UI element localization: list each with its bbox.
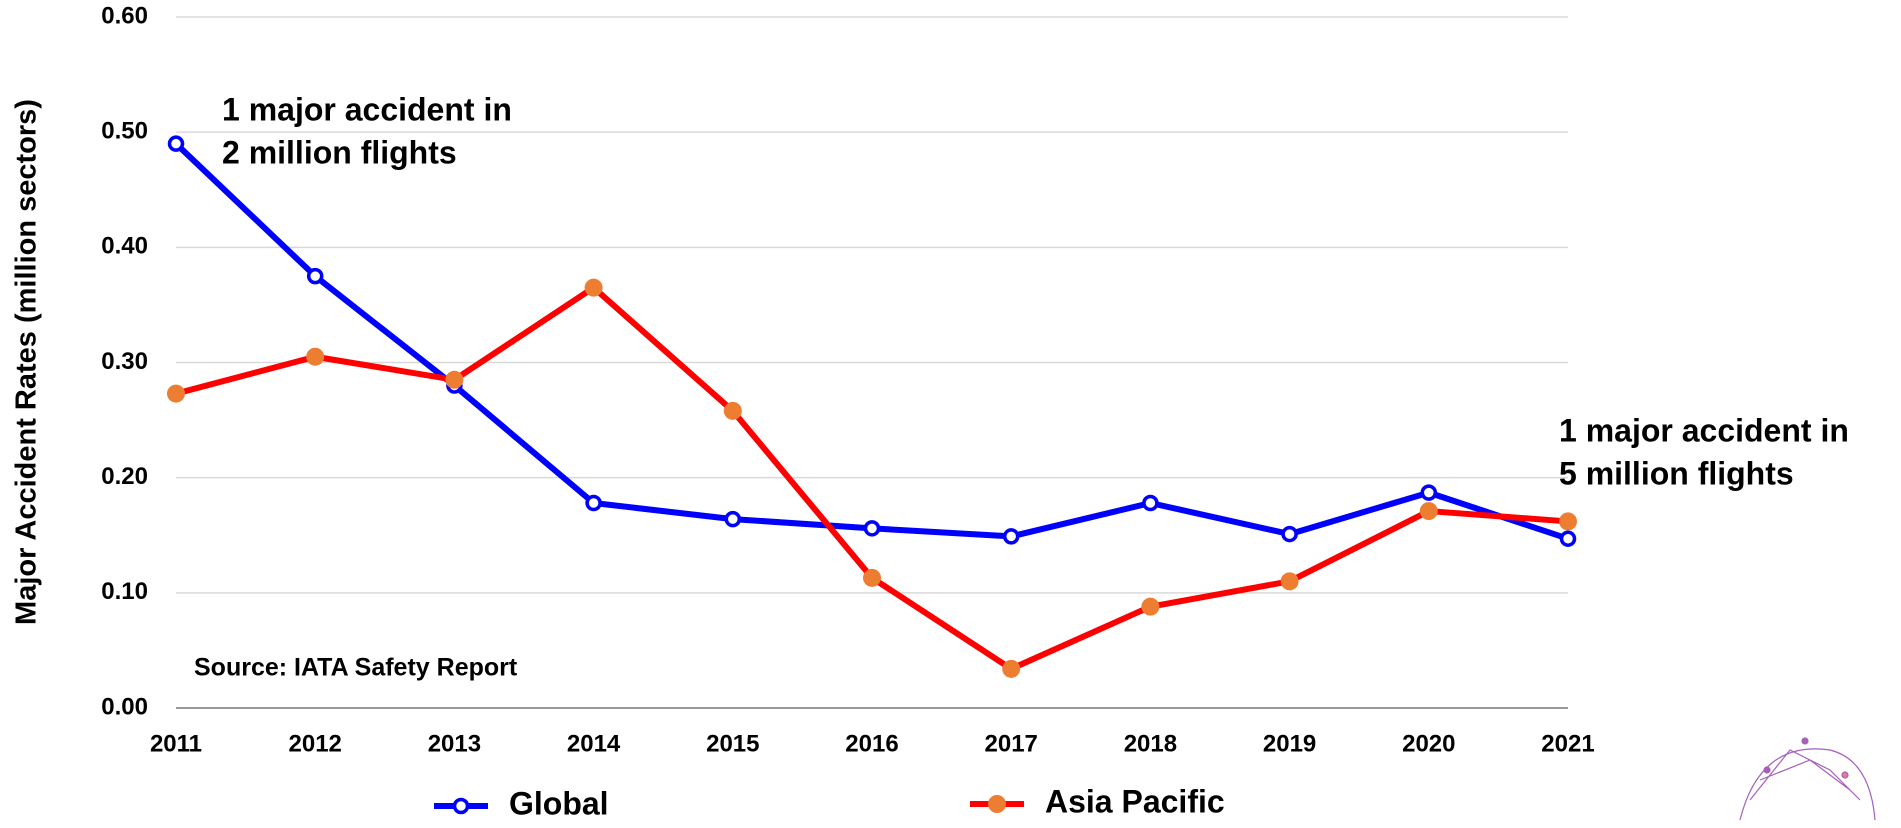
y-tick-label: 0.00	[101, 693, 148, 720]
y-tick-label: 0.10	[101, 578, 148, 605]
logo	[1739, 737, 1876, 821]
x-tick-label: 2016	[845, 730, 898, 757]
data-point	[1559, 530, 1577, 547]
data-point	[1141, 597, 1160, 616]
data-point	[863, 568, 881, 587]
y-axis-label: Major Accident Rates (million sectors)	[11, 99, 43, 625]
data-point	[167, 384, 185, 403]
data-point	[1281, 525, 1298, 543]
x-tick-label: 2017	[985, 730, 1038, 757]
annotation: 1 major accident in	[222, 91, 512, 127]
legend-marker	[452, 797, 470, 815]
y-tick-label: 0.50	[101, 118, 148, 145]
annotation: Source: IATA Safety Report	[194, 654, 518, 682]
y-tick-label: 0.30	[101, 348, 148, 375]
x-tick-label: 2014	[567, 730, 621, 757]
x-tick-label: 2012	[289, 730, 342, 757]
data-point	[1280, 572, 1299, 591]
y-tick-label: 0.40	[101, 233, 148, 260]
data-point	[863, 520, 881, 537]
data-point	[1559, 512, 1577, 531]
legend-label: Asia Pacific	[1045, 783, 1225, 819]
x-tick-label: 2013	[428, 730, 481, 757]
x-tick-label: 2019	[1263, 730, 1316, 757]
data-point	[585, 494, 602, 512]
annotation: 1 major accident in	[1559, 412, 1849, 448]
data-point	[723, 401, 742, 420]
x-tick-label: 2018	[1124, 730, 1177, 757]
data-point	[1142, 494, 1159, 512]
annotation: 5 million flights	[1559, 455, 1794, 491]
data-point	[306, 347, 325, 366]
data-point	[1419, 502, 1438, 521]
legend-label: Global	[509, 785, 609, 821]
data-point	[306, 267, 324, 285]
y-tick-label: 0.20	[101, 463, 148, 490]
x-tick-label: 2021	[1541, 730, 1594, 757]
legend-marker	[988, 795, 1006, 813]
data-point	[724, 510, 742, 528]
x-tick-label: 2015	[706, 730, 759, 757]
data-point	[1002, 528, 1020, 545]
legend-item: Global	[434, 785, 609, 821]
data-point	[1420, 484, 1438, 501]
annotation: 2 million flights	[222, 134, 457, 170]
x-tick-label: 2020	[1402, 730, 1455, 757]
data-point	[584, 278, 603, 297]
y-tick-label: 0.60	[101, 2, 148, 29]
series-line	[173, 141, 1569, 542]
data-point	[1002, 659, 1021, 678]
data-point	[167, 135, 185, 152]
legend-item: Asia Pacific	[970, 783, 1225, 819]
x-tick-label: 2011	[150, 730, 202, 757]
data-point	[445, 370, 464, 389]
